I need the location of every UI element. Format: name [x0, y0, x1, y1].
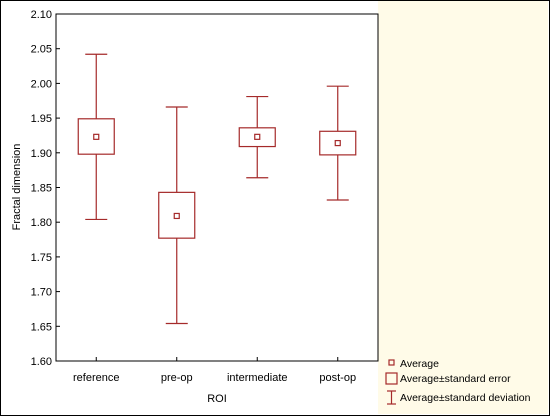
se-box	[319, 130, 357, 156]
legend: Average Average±standard error Average±s…	[385, 358, 531, 405]
legend-sd-marker	[387, 390, 396, 405]
x-tick-label: reference	[73, 372, 119, 384]
box-reference	[77, 53, 115, 221]
y-axis-title: Fractal dimension	[11, 144, 23, 231]
x-tick-label: intermediate	[227, 372, 288, 384]
y-tick-label: 1.60	[31, 356, 52, 368]
mean-marker	[173, 212, 180, 220]
mean-marker	[254, 133, 261, 140]
y-tick-label: 1.95	[31, 113, 52, 125]
y-tick-label: 2.10	[31, 9, 52, 21]
mean-marker	[93, 133, 100, 140]
y-tick-label: 1.65	[31, 321, 52, 333]
legend-se-marker	[385, 372, 398, 385]
y-tick-label: 2.05	[31, 44, 52, 56]
y-tick-label: 1.70	[31, 287, 52, 299]
legend-average-marker	[388, 359, 395, 366]
y-tick-label: 1.80	[31, 217, 52, 229]
box-series	[77, 53, 357, 325]
legend-panel-background	[378, 1, 548, 414]
y-axis-ticks: 1.60 1.65 1.70 1.75 1.80 1.85 1.90 1.95 2.00 2.05…	[31, 9, 60, 368]
x-axis-ticks: reference pre-op intermediate post-op	[73, 357, 356, 384]
box-post-op	[319, 85, 357, 201]
legend-se-label: Average±standard error	[400, 373, 511, 385]
x-tick-label: pre-op	[161, 372, 193, 384]
se-box	[158, 191, 196, 239]
legend-sd-label: Average±standard deviation	[400, 392, 531, 404]
box-pre-op	[158, 106, 196, 325]
se-box	[77, 118, 115, 155]
x-tick-label: post-op	[319, 372, 356, 384]
se-box	[238, 127, 276, 148]
y-tick-label: 1.85	[31, 183, 52, 195]
box-intermediate	[238, 95, 276, 179]
y-tick-label: 2.00	[31, 78, 52, 90]
y-tick-label: 1.90	[31, 148, 52, 160]
legend-average-label: Average	[400, 358, 439, 370]
y-tick-label: 1.75	[31, 252, 52, 264]
x-axis-title: ROI	[207, 393, 227, 405]
mean-marker	[334, 139, 341, 147]
plot-area	[55, 13, 379, 362]
